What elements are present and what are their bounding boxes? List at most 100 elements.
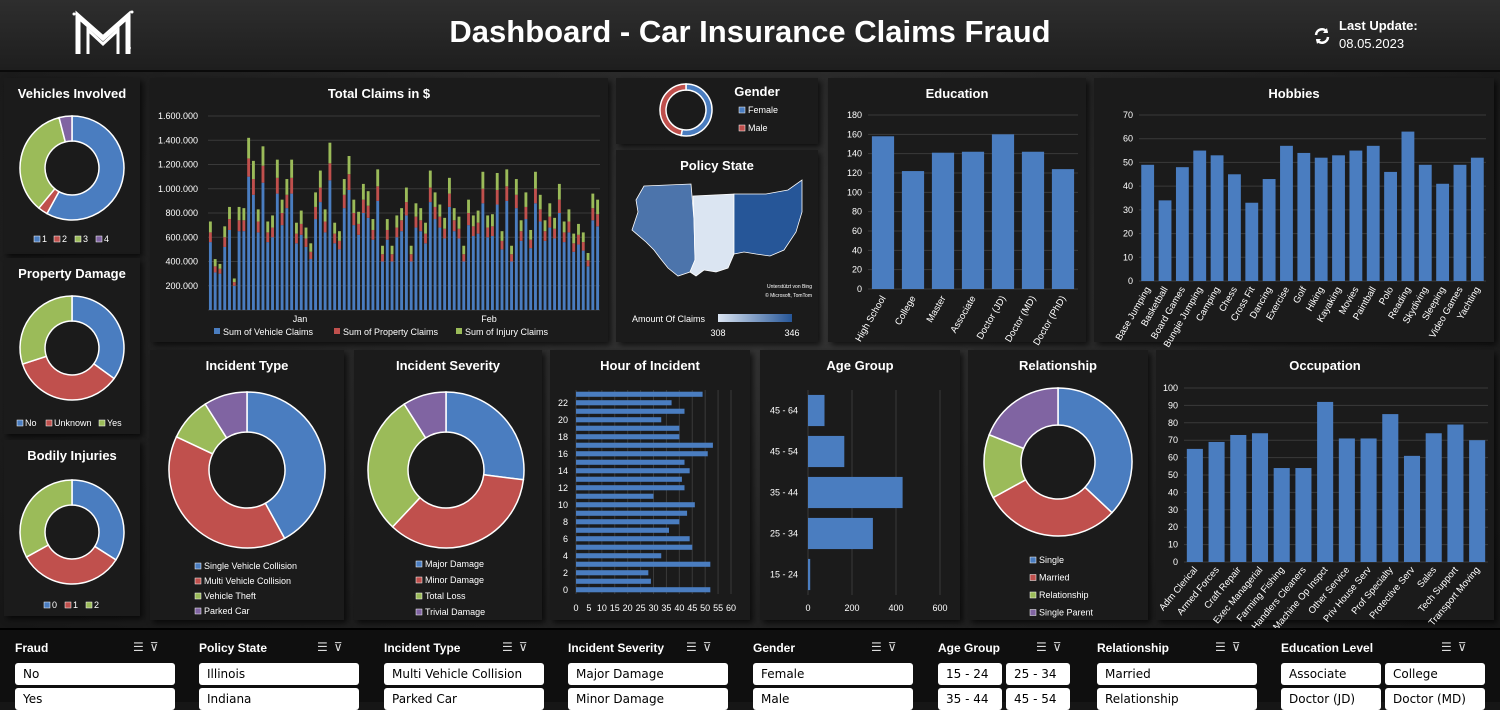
- relationship-panel[interactable]: Relationship Single Married Relationship Si…: [968, 350, 1148, 620]
- slicer-item[interactable]: 25 - 34: [1006, 663, 1070, 685]
- bar-hour-21: [576, 408, 685, 414]
- clear-filter-icon[interactable]: ⊽: [1457, 640, 1473, 654]
- slicer-item[interactable]: Parked Car: [384, 688, 544, 710]
- total-claims-panel[interactable]: Total Claims in $ 200.000 400.000 600.000 8…: [150, 78, 608, 342]
- clear-filter-icon[interactable]: ⊽: [1052, 640, 1068, 654]
- clear-filter-icon[interactable]: ⊽: [702, 640, 718, 654]
- bar-college: [901, 171, 925, 289]
- multi-select-icon[interactable]: ☰: [502, 640, 519, 654]
- x-tick-label: High School: [853, 294, 888, 344]
- legend-swatch: [456, 328, 462, 334]
- hobbies-panel[interactable]: Hobbies 0 10 20 30 40 50 60 70 Base Jumping Baske…: [1094, 78, 1494, 350]
- clear-filter-icon[interactable]: ⊽: [333, 640, 349, 654]
- slicer-item[interactable]: Married: [1097, 663, 1257, 685]
- slicer-title: Gender: [753, 641, 796, 655]
- slicer-item[interactable]: College: [1385, 663, 1485, 685]
- y-tick-label: 0: [1128, 276, 1133, 286]
- incident-severity-panel[interactable]: Incident Severity Major Damage Minor Dama…: [354, 350, 542, 620]
- slicer-item[interactable]: Major Damage: [568, 663, 728, 685]
- bar-transport-moving: [1469, 440, 1486, 562]
- bar-hour-20: [576, 417, 662, 423]
- bar-segment: [424, 233, 427, 244]
- bar-segment: [218, 268, 222, 274]
- bar-segment: [290, 193, 294, 310]
- slicer-item[interactable]: Indiana: [199, 688, 359, 710]
- education-panel[interactable]: Education 0 20 40 60 80 100 120 140 160 180 High S…: [828, 78, 1086, 348]
- y-tick-label: 120: [847, 168, 862, 178]
- pie-slice-yes: [19, 295, 73, 366]
- bar-sales: [1425, 433, 1442, 562]
- bar-segment: [376, 169, 380, 187]
- hour-of-incident-panel[interactable]: Hour of Incident 0 5 10 15 20 25 30 35 40 45 50 55 6…: [550, 350, 750, 620]
- bar-segment: [256, 209, 260, 222]
- slicer-item[interactable]: Relationship: [1097, 688, 1257, 710]
- bar-segment: [342, 179, 346, 195]
- fraud-slicer: Fraud ☰⊽ No Yes: [15, 630, 180, 710]
- slicer-item[interactable]: Illinois: [199, 663, 359, 685]
- multi-select-icon[interactable]: ☰: [1441, 640, 1458, 654]
- y-tick-label: 16: [558, 449, 568, 459]
- occupation-panel[interactable]: Occupation 0 10 20 30 40 50 60 70 80 90 100 Adm Cle…: [1156, 350, 1494, 633]
- bar-segment: [577, 223, 580, 235]
- slicer-item[interactable]: 45 - 54: [1006, 688, 1070, 710]
- legend-label: 1: [42, 234, 47, 244]
- clear-filter-icon[interactable]: ⊽: [518, 640, 534, 654]
- y-tick-label: 0: [857, 284, 862, 294]
- bar-adm-clerical: [1186, 448, 1203, 562]
- bar-segment: [318, 202, 322, 310]
- bar-segment: [266, 232, 270, 243]
- clear-filter-icon[interactable]: ⊽: [1231, 640, 1247, 654]
- multi-select-icon[interactable]: ☰: [1215, 640, 1232, 654]
- bar-segment: [299, 210, 303, 224]
- bar-armed-forces: [1208, 441, 1225, 562]
- bar-segment: [314, 219, 317, 310]
- property-damage-panel[interactable]: Property Damage No Unknown Yes: [4, 258, 140, 434]
- slicer-item[interactable]: Associate: [1281, 663, 1381, 685]
- clear-filter-icon[interactable]: ⊽: [887, 640, 903, 654]
- legend-label: Single Vehicle Collision: [204, 561, 297, 571]
- bar-machine-op-inspct: [1317, 401, 1334, 562]
- slicer-item[interactable]: Yes: [15, 688, 175, 710]
- y-tick-label: 180: [847, 110, 862, 120]
- multi-select-icon[interactable]: ☰: [317, 640, 334, 654]
- age-group-panel[interactable]: Age Group 0 200 400 600 15 - 24 25 - 34 35 - 4…: [760, 350, 960, 620]
- bar-segment: [572, 251, 576, 310]
- legend-label: 2: [94, 600, 99, 610]
- slicer-item[interactable]: Female: [753, 663, 913, 685]
- bar-segment: [596, 226, 600, 310]
- bar-other-service: [1338, 438, 1355, 562]
- slicer-item[interactable]: No: [15, 663, 175, 685]
- bar-camping: [1210, 155, 1224, 281]
- bar-segment: [548, 216, 552, 228]
- legend-swatch: [1029, 574, 1037, 581]
- slicer-item[interactable]: Minor Damage: [568, 688, 728, 710]
- clear-filter-icon[interactable]: ⊽: [149, 640, 165, 654]
- legend-label: Yes: [107, 418, 122, 428]
- multi-select-icon[interactable]: ☰: [686, 640, 703, 654]
- slicer-item[interactable]: Doctor (JD): [1281, 688, 1381, 710]
- bar-segment: [285, 194, 289, 209]
- slicer-item[interactable]: Doctor (MD): [1385, 688, 1485, 710]
- bar-segment: [381, 254, 384, 262]
- bar-segment: [438, 216, 442, 228]
- slicer-item[interactable]: Male: [753, 688, 913, 710]
- pie-slice-1: [45, 115, 125, 221]
- bar-hour-1: [576, 578, 651, 584]
- incident-type-panel[interactable]: Incident Type Single Vehicle Collision Mu…: [150, 350, 344, 620]
- refresh-icon[interactable]: [1313, 27, 1331, 45]
- multi-select-icon[interactable]: ☰: [133, 640, 150, 654]
- vehicles-involved-panel[interactable]: Vehicles Involved 1 2 3 4: [4, 78, 140, 254]
- slicer-item[interactable]: 15 - 24: [938, 663, 1002, 685]
- bar-segment: [323, 232, 327, 310]
- bar-segment: [304, 238, 308, 247]
- legend-label: Single: [1039, 555, 1064, 565]
- bar-exec-managerial: [1251, 433, 1269, 562]
- multi-select-icon[interactable]: ☰: [871, 640, 888, 654]
- bar-segment: [295, 233, 298, 244]
- multi-select-icon[interactable]: ☰: [1036, 640, 1053, 654]
- bodily-injuries-panel[interactable]: Bodily Injuries 0 1 2: [4, 440, 140, 616]
- policy-state-panel[interactable]: Policy State Unterstützt von Bing © Micro…: [616, 150, 818, 342]
- slicer-item[interactable]: 35 - 44: [938, 688, 1002, 710]
- gender-panel[interactable]: Gender Female Male: [616, 78, 818, 144]
- slicer-item[interactable]: Multi Vehicle Collision: [384, 663, 544, 685]
